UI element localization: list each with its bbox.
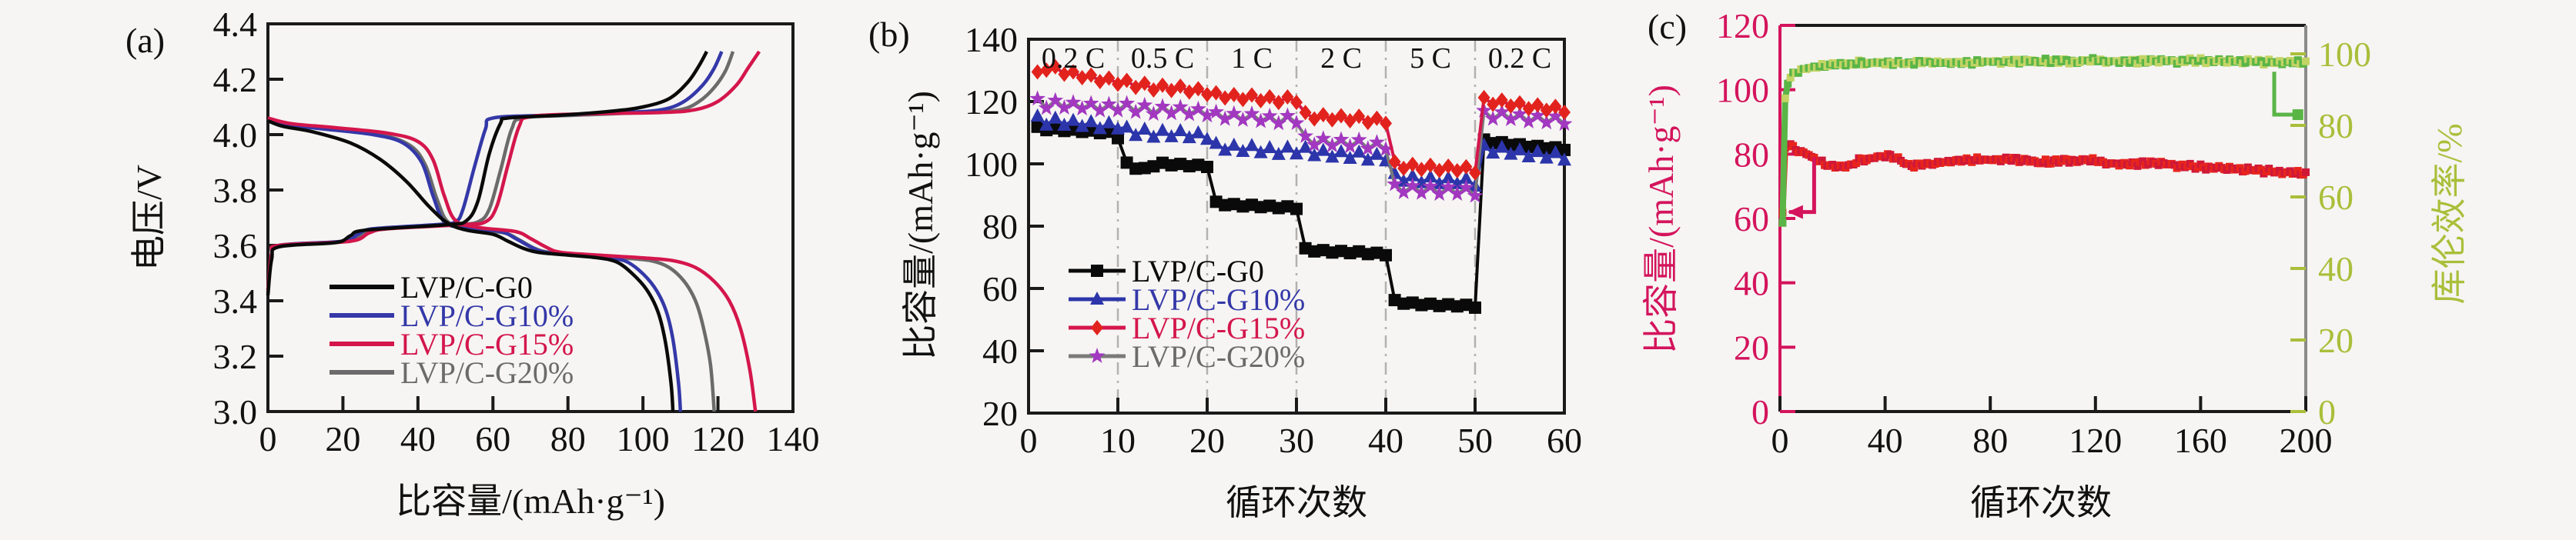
panel-c-ylabel-right: 库伦效率/% bbox=[2430, 123, 2469, 305]
panel-a-ytick: 3.2 bbox=[213, 337, 258, 376]
panel-a-xtick: 40 bbox=[400, 419, 436, 458]
panel-b-xlabel: 循环次数 bbox=[1226, 483, 1367, 522]
panel-b-xtick: 30 bbox=[1279, 421, 1314, 460]
panel-a-legend bbox=[330, 285, 394, 375]
curve-LVP/C-G15%-charge bbox=[266, 50, 761, 290]
panel-b-legend-label: LVP/C-G0 bbox=[1132, 254, 1264, 288]
panel-c-ytick-right: 0 bbox=[2318, 392, 2336, 432]
rate-label: 5 C bbox=[1410, 42, 1451, 75]
rate-series-markers-LVP/C-G15% bbox=[1031, 58, 1571, 181]
rate-label: 2 C bbox=[1320, 42, 1362, 75]
panel-a-xtick: 20 bbox=[325, 419, 360, 458]
cycling-series-markers-left bbox=[1778, 140, 2310, 217]
panel-b-ytick: 80 bbox=[982, 207, 1018, 246]
panel-a-xlabel: 比容量/(mAh·g⁻¹) bbox=[396, 482, 665, 521]
panel-c-ylabel-left: 比容量/(mAh·g⁻¹) bbox=[1641, 85, 1681, 354]
panel-c-chart bbox=[1778, 24, 2310, 413]
panel-c-xtick: 160 bbox=[2174, 421, 2227, 460]
panel-a-ytick: 4.0 bbox=[213, 115, 258, 155]
panel-a-xtick: 140 bbox=[767, 419, 820, 458]
arrowhead-left-icon bbox=[1787, 205, 1803, 219]
panel-b-legend bbox=[1069, 265, 1126, 363]
panel-c-ytick-left: 120 bbox=[1716, 6, 1769, 45]
panel-b-ylabel: 比容量/(mAh·g⁻¹) bbox=[901, 91, 940, 360]
panel-b-xtick: 60 bbox=[1547, 421, 1582, 460]
panel-c-ytick-left: 40 bbox=[1734, 264, 1769, 303]
panel-b-ytick: 60 bbox=[982, 269, 1018, 308]
panel-b-ytick: 20 bbox=[982, 394, 1018, 433]
panel-b-chart bbox=[1027, 38, 1573, 415]
panel-b-letter: (b) bbox=[868, 15, 910, 54]
panel-b-xtick: 0 bbox=[1020, 421, 1038, 460]
panel-c-xtick: 80 bbox=[1972, 421, 2008, 460]
panel-b-ytick: 40 bbox=[982, 332, 1018, 371]
panel-a-legend-label: LVP/C-G20% bbox=[400, 355, 574, 390]
panel-c-xtick: 120 bbox=[2069, 421, 2122, 460]
panel-c-ytick-left: 60 bbox=[1734, 199, 1769, 238]
panel-a-letter: (a) bbox=[125, 21, 166, 60]
cycling-series-markers-right bbox=[1778, 54, 2310, 227]
panel-a-ytick: 3.8 bbox=[213, 171, 258, 210]
panel-b-legend-label: LVP/C-G20% bbox=[1132, 339, 1305, 374]
panel-b-legend-label: LVP/C-G15% bbox=[1132, 311, 1305, 345]
panel-a-chart bbox=[266, 22, 795, 413]
panel-c-ytick-right: 40 bbox=[2318, 249, 2354, 288]
panel-a-legend-label: LVP/C-G0 bbox=[400, 270, 533, 305]
panel-a-ylabel: 电压/V bbox=[129, 165, 169, 271]
rate-label: 1 C bbox=[1231, 42, 1273, 75]
panel-c-ytick-right: 20 bbox=[2318, 321, 2354, 360]
panel-a-legend-label: LVP/C-G10% bbox=[400, 298, 574, 333]
panel-b-ytick: 120 bbox=[965, 82, 1018, 122]
panel-c-ytick-right: 60 bbox=[2318, 178, 2354, 217]
rate-series-markers-LVP/C-G0 bbox=[1031, 120, 1571, 314]
panel-a-xtick: 0 bbox=[259, 419, 277, 458]
panel-c-xtick: 40 bbox=[1868, 421, 1903, 460]
panel-c-ytick-right: 100 bbox=[2318, 35, 2371, 74]
rate-label: 0.2 C bbox=[1042, 42, 1105, 75]
panel-a-ytick: 4.2 bbox=[213, 60, 258, 99]
panel-a-xtick: 80 bbox=[550, 419, 586, 458]
curve-LVP/C-G0-charge bbox=[266, 50, 708, 296]
panel-b-xtick: 10 bbox=[1100, 421, 1136, 460]
curve-LVP/C-G15%-discharge bbox=[267, 116, 758, 412]
rate-label: 0.5 C bbox=[1131, 42, 1194, 75]
panel-a-legend-label: LVP/C-G15% bbox=[400, 327, 574, 362]
rate-series-markers-LVP/C-G20% bbox=[1029, 90, 1573, 203]
panel-a-ytick: 3.0 bbox=[213, 392, 258, 432]
panel-a-xtick: 120 bbox=[691, 419, 744, 458]
panel-a-ytick: 4.4 bbox=[213, 5, 258, 44]
panel-c-letter: (c) bbox=[1648, 7, 1688, 46]
panel-c-xtick: 200 bbox=[2280, 421, 2333, 460]
pointer-marker bbox=[2292, 109, 2303, 121]
panel-a-ytick: 3.6 bbox=[213, 226, 258, 265]
panel-b-xtick: 40 bbox=[1368, 421, 1403, 460]
panel-c-ytick-left: 20 bbox=[1734, 328, 1769, 367]
curve-LVP/C-G10%-discharge bbox=[267, 118, 683, 412]
panel-c-xtick: 0 bbox=[1771, 421, 1789, 460]
panel-c-ytick-left: 0 bbox=[1751, 392, 1769, 432]
panel-a-xtick: 100 bbox=[617, 419, 670, 458]
panel-b-legend-label: LVP/C-G10% bbox=[1132, 282, 1305, 317]
panel-c-ytick-left: 100 bbox=[1716, 71, 1769, 110]
panel-b-xtick: 50 bbox=[1457, 421, 1493, 460]
panel-b-ytick: 140 bbox=[965, 20, 1018, 59]
panel-b-xtick: 20 bbox=[1189, 421, 1225, 460]
rate-label: 0.2 C bbox=[1488, 42, 1551, 75]
curve-LVP/C-G0-discharge bbox=[267, 118, 675, 412]
axis-pointer-right bbox=[2272, 72, 2298, 117]
panel-a-xtick: 60 bbox=[475, 419, 510, 458]
panel-a-ytick: 3.4 bbox=[213, 282, 258, 321]
rate-series-markers-LVP/C-G10% bbox=[1030, 108, 1571, 192]
panel-c-ytick-left: 80 bbox=[1734, 135, 1769, 174]
panel-b-ytick: 100 bbox=[965, 145, 1018, 184]
panel-c-ytick-right: 80 bbox=[2318, 106, 2354, 145]
panel-c-xlabel: 循环次数 bbox=[1970, 483, 2112, 522]
